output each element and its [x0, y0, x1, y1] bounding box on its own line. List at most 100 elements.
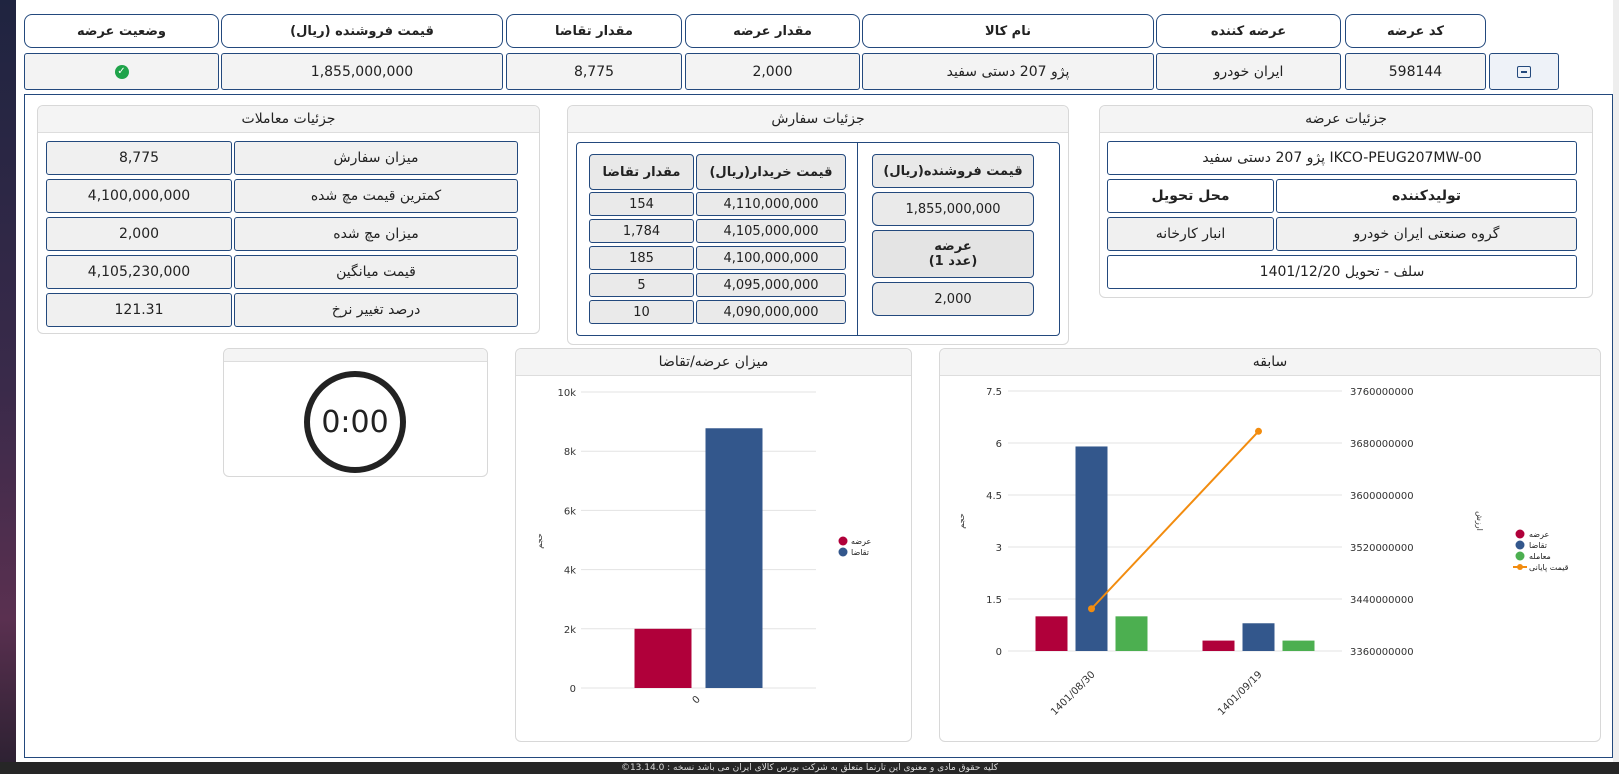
legend-label: عرضه: [851, 537, 871, 546]
collapse-toggle-button[interactable]: [1489, 53, 1559, 90]
y-tick-label: 1.5: [986, 595, 1002, 606]
y-tick-label: 2k: [564, 625, 576, 636]
offer-header-line1: عرضه: [934, 239, 972, 254]
offer-header-line2: (1 عدد): [928, 254, 978, 269]
legend-swatch: [1515, 551, 1525, 561]
cell-product-name: پژو 207 دستی سفید: [862, 53, 1154, 90]
trade-value-cell: 121.31: [46, 293, 232, 327]
buyer-qty-cell: 10: [589, 300, 694, 324]
delivery-value: انبار کارخانه: [1107, 217, 1274, 251]
y-tick-label: 10k: [557, 388, 576, 399]
header-demand-qty[interactable]: مقدار تقاضا: [506, 14, 682, 48]
footer-bar: ©کلیه حقوق مادی و معنوی این تارنما متعلق…: [0, 762, 1619, 774]
buyer-qty-cell: 154: [589, 192, 694, 216]
legend-swatch: [1515, 529, 1525, 539]
y-tick-label: 0: [996, 647, 1002, 658]
header-supplier[interactable]: عرضه کننده: [1156, 14, 1341, 48]
minus-square-icon: [1517, 65, 1531, 78]
history-chart-title: سابقه: [940, 349, 1600, 376]
cell-supplier: ایران خودرو: [1156, 53, 1341, 90]
y-tick-label: 6: [996, 439, 1002, 450]
offer-details-title: جزئیات عرضه: [1100, 106, 1592, 133]
order-details-panel: جزئیات سفارش قیمت فروشنده(ریال) 1,855,00…: [567, 105, 1069, 345]
legend-swatch: [1517, 564, 1523, 570]
trade-value-cell: 4,100,000,000: [46, 179, 232, 213]
main-content: وضعیت عرضه قیمت فروشنده (ریال) مقدار تقا…: [16, 0, 1613, 762]
bar-demand: [705, 428, 763, 688]
trade-label-cell: قیمت میانگین: [234, 255, 518, 289]
trade-label-cell: درصد تغییر نرخ: [234, 293, 518, 327]
order-book-divider: [857, 142, 858, 336]
buyer-price-header: قیمت خریدار(ریال): [696, 154, 846, 190]
product-code-cell: پژو 207 دستی سفید IKCO-PEUG207MW-00: [1107, 141, 1577, 175]
legend-label: تقاضا: [1529, 541, 1547, 550]
header-seller-price[interactable]: قیمت فروشنده (ریال): [221, 14, 503, 48]
countdown-timer: 0:00: [304, 371, 406, 473]
cell-seller-price: 1,855,000,000: [221, 53, 503, 90]
trade-value-cell: 2,000: [46, 217, 232, 251]
header-offer-qty[interactable]: مقدار عرضه: [685, 14, 860, 48]
order-book-frame: [576, 142, 1060, 336]
history-bar: [1282, 640, 1315, 651]
demand-qty-header: مقدار تقاضا: [589, 154, 694, 190]
header-product-name[interactable]: نام کالا: [862, 14, 1154, 48]
y2-tick-label: 3680000000: [1350, 439, 1414, 450]
buyer-price-cell: 4,105,000,000: [696, 219, 846, 243]
timer-panel-header: [224, 349, 487, 362]
history-bar: [1202, 640, 1235, 651]
legend-swatch: [838, 547, 848, 557]
offer-details-panel: جزئیات عرضه پژو 207 دستی سفید IKCO-PEUG2…: [1099, 105, 1593, 298]
trade-details-title: جزئیات معاملات: [38, 106, 539, 133]
y-axis-label: حجم: [535, 533, 544, 548]
history-bar: [1035, 616, 1068, 651]
trade-value-cell: 4,105,230,000: [46, 255, 232, 289]
order-details-title: جزئیات سفارش: [568, 106, 1068, 133]
history-bar: [1075, 446, 1108, 651]
y-tick-label: 4k: [564, 566, 576, 577]
y2-tick-label: 3760000000: [1350, 387, 1414, 398]
producer-header: تولیدکننده: [1276, 179, 1577, 213]
offer-qty-header: عرضه (1 عدد): [872, 230, 1034, 278]
price-point: [1255, 427, 1262, 435]
buyer-price-cell: 4,090,000,000: [696, 300, 846, 324]
settlement-cell: سلف - تحویل 1401/12/20: [1107, 255, 1577, 289]
legend-label: قیمت پایانی: [1529, 563, 1569, 572]
buyer-qty-cell: 185: [589, 246, 694, 270]
supply-demand-chart: 0 2k 4k 6k 8k 10k حجم 0 عرضه تقاضا: [535, 388, 871, 706]
offer-qty-value: 2,000: [872, 282, 1034, 316]
bar-offer: [634, 628, 692, 688]
seller-price-value: 1,855,000,000: [872, 192, 1034, 226]
header-offer-code[interactable]: کد عرضه: [1345, 14, 1486, 48]
supply-demand-chart-panel: میزان عرضه/تقاضا 0 2k 4k 6k 8k 10k حجم 0 عرضه تقا…: [515, 348, 912, 742]
legend-label: معامله: [1529, 552, 1551, 561]
seller-price-header: قیمت فروشنده(ریال): [872, 154, 1034, 188]
supply-demand-chart-title: میزان عرضه/تقاضا: [516, 349, 911, 376]
price-line: [1090, 430, 1260, 610]
buyer-price-cell: 4,095,000,000: [696, 273, 846, 297]
history-bar: [1242, 623, 1275, 651]
trade-details-panel: جزئیات معاملات میزان سفارش 8,775 کمترین …: [37, 105, 540, 334]
trade-label-cell: میزان مچ شده: [234, 217, 518, 251]
timer-panel: 0:00: [223, 348, 488, 477]
y2-tick-label: 3600000000: [1350, 491, 1414, 502]
trade-label-cell: کمترین قیمت مچ شده: [234, 179, 518, 213]
scrollbar-track[interactable]: [1613, 0, 1619, 762]
x-tick-label: 1401/08/30: [1049, 669, 1098, 718]
header-offer-status[interactable]: وضعیت عرضه: [24, 14, 219, 48]
y-tick-label: 3: [996, 543, 1002, 554]
trade-value-cell: 8,775: [46, 141, 232, 175]
y-tick-label: 4.5: [986, 491, 1002, 502]
x-tick-label: 0: [691, 694, 703, 706]
producer-value: گروه صنعتی ایران خودرو: [1276, 217, 1577, 251]
cell-offer-qty: 2,000: [685, 53, 860, 90]
buyer-price-cell: 4,100,000,000: [696, 246, 846, 270]
check-circle-icon: ✓: [114, 64, 129, 79]
offer-detail-container: جزئیات عرضه پژو 207 دستی سفید IKCO-PEUG2…: [24, 94, 1613, 758]
buyer-qty-cell: 1,784: [589, 219, 694, 243]
cell-offer-code: 598144: [1345, 53, 1486, 90]
history-chart-panel: سابقه 0 1.5 3 4.5 6 7.5 3360000000 3440000000 35…: [939, 348, 1601, 742]
x-tick-label: 1401/09/19: [1216, 669, 1265, 718]
y2-tick-label: 3520000000: [1350, 543, 1414, 554]
legend-swatch: [838, 536, 848, 546]
y2-axis-label: ارزش: [1475, 511, 1484, 531]
